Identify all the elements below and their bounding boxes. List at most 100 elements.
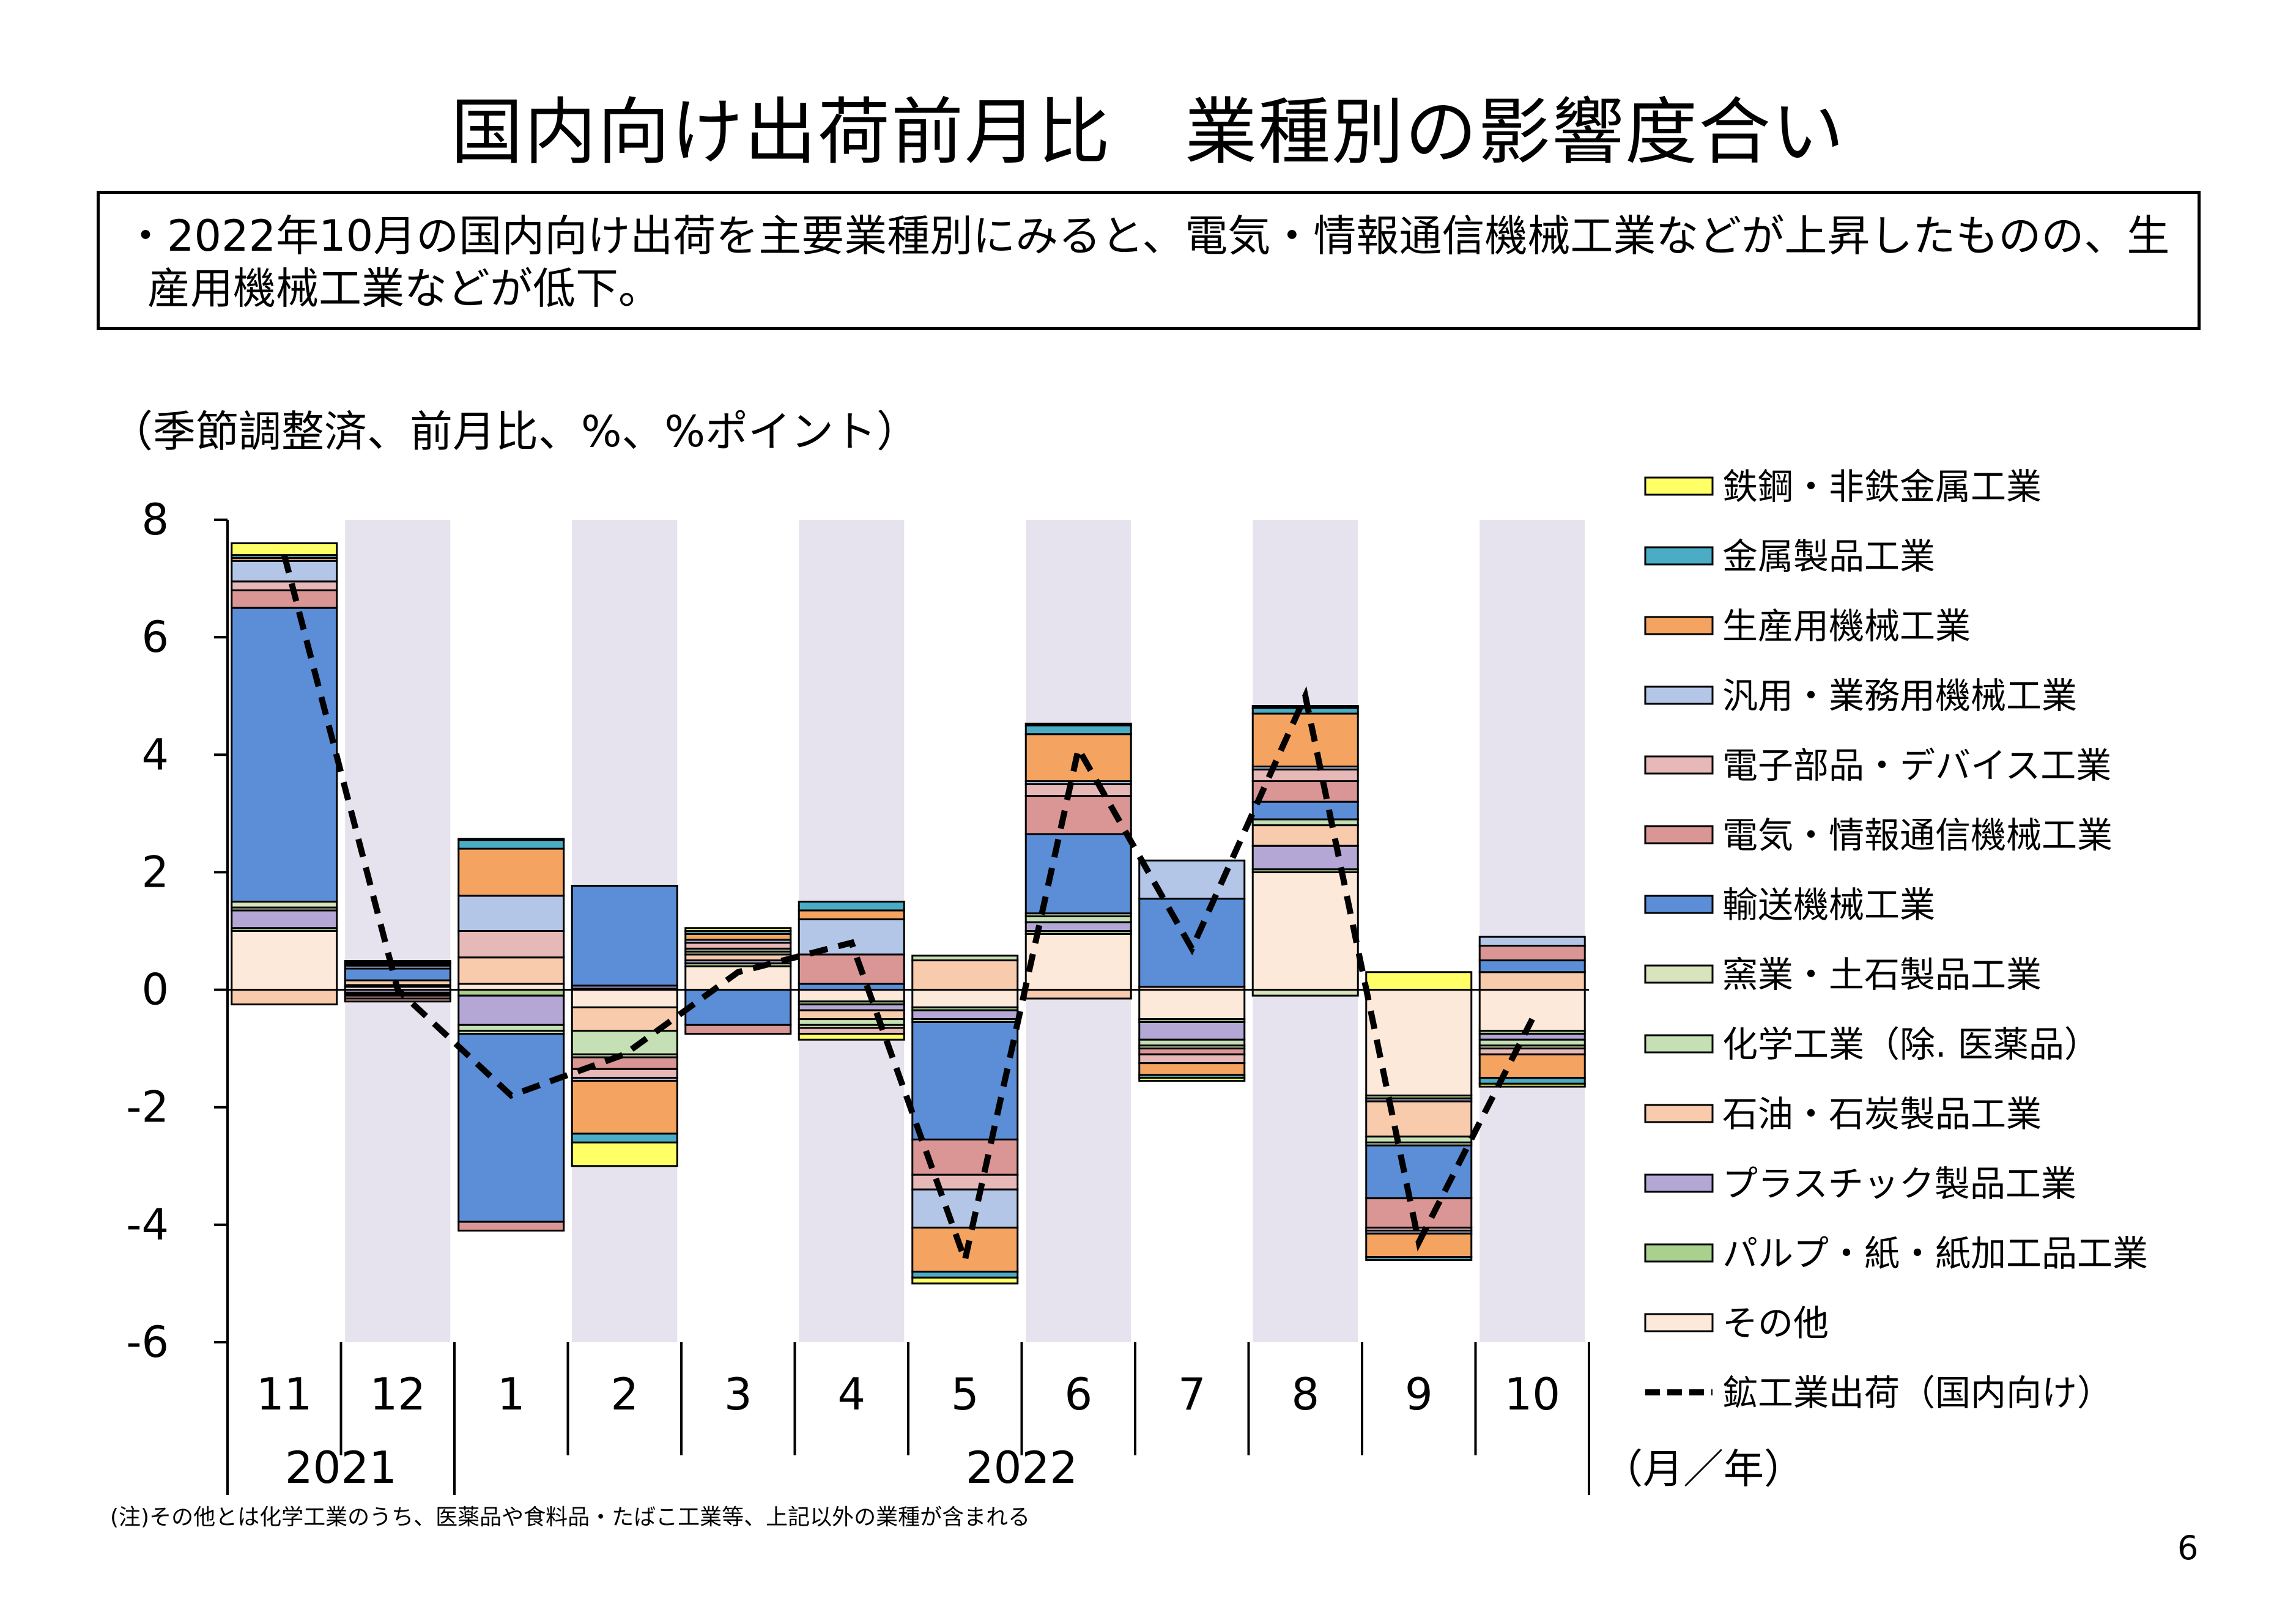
bar-segment-1-11 (457, 839, 565, 850)
year-label: 2021 (285, 1442, 397, 1493)
x-tick-label: 6 (1064, 1369, 1092, 1420)
bar-segment-10-12 (1478, 1082, 1586, 1088)
legend-swatch (1644, 476, 1714, 496)
bar-segment-7-10 (1138, 1062, 1246, 1076)
bar-segment-2-4 (571, 1030, 678, 1055)
bar-segment-6-11 (1024, 724, 1132, 736)
line-layer (281, 554, 1535, 1271)
bar-segment-6-3 (1024, 989, 1132, 1000)
bar-segment-6-8 (1024, 783, 1132, 797)
x-tick-label: 4 (837, 1369, 865, 1420)
y-tick-label: 4 (141, 730, 169, 780)
summary-text: ・2022年10月の国内向け出荷を主要業種別にみると、電気・情報通信機械工業など… (124, 211, 2170, 314)
bar-segment-9-11 (1365, 1256, 1473, 1262)
x-tick-label: 11 (256, 1369, 313, 1420)
legend-label: 石油・石炭製品工業 (1722, 1093, 2042, 1135)
bar-segment-4-7 (798, 953, 905, 985)
legend-swatch (1644, 1104, 1714, 1123)
bar-segment-1-9 (457, 895, 565, 933)
bar-segment-2-0 (571, 989, 678, 1008)
page-title: 国内向け出荷前月比 業種別の影響度合い (450, 90, 1845, 174)
total-shipment-line (281, 554, 1535, 1271)
legend-label: 生産用機械工業 (1722, 605, 1971, 647)
x-tick-label: 7 (1178, 1369, 1206, 1420)
legend-swatch (1644, 1034, 1714, 1054)
x-axis-unit-label: （月／年） (1602, 1446, 1804, 1493)
bar-segment-1-7 (457, 1221, 565, 1232)
x-tick-label: 1 (497, 1369, 525, 1420)
bar-segment-2-10 (571, 1079, 678, 1135)
bar-segment-8-6 (1251, 800, 1359, 821)
footnote: (注)その他とは化学工業のうち、医薬品や食料品・たばこ工業等、上記以外の業種が含… (110, 1505, 1031, 1530)
bar-segment-11-12 (231, 542, 338, 556)
bar-segment-12-8 (344, 997, 451, 1003)
legend: 鉄鋼・非鉄金属工業金属製品工業生産用機械工業汎用・業務用機械工業電子部品・デバイ… (1644, 466, 2148, 1414)
legend-label: パルプ・紙・紙加工品工業 (1722, 1233, 2148, 1274)
legend-swatch (1644, 1313, 1714, 1332)
bar-segment-4-11 (798, 900, 905, 912)
bar-segment-5-0 (911, 989, 1019, 1008)
bar-segment-7-2 (1138, 1021, 1246, 1041)
bar-segment-4-3 (798, 1009, 905, 1021)
bar-segment-7-9 (1138, 859, 1246, 900)
legend-label: 汎用・業務用機械工業 (1722, 675, 2077, 717)
y-tick-label: -6 (126, 1317, 169, 1367)
bar-segment-3-12 (684, 927, 792, 932)
bar-segment-12-6 (344, 967, 451, 981)
x-tick-label: 3 (724, 1369, 752, 1420)
x-tick-label: 12 (369, 1369, 426, 1420)
bar-segment-6-12 (1024, 722, 1132, 726)
bar-segment-10-9 (1478, 936, 1586, 947)
legend-label: 金属製品工業 (1722, 536, 1935, 577)
y-tick-label: -4 (126, 1200, 169, 1250)
legend-label: 鉄鋼・非鉄金属工業 (1722, 466, 2042, 508)
legend-label: 化学工業（除. 医薬品） (1722, 1024, 2100, 1065)
bar-segment-9-7 (1365, 1197, 1473, 1229)
legend-swatch (1644, 1243, 1714, 1263)
legend-label: その他 (1722, 1302, 1829, 1344)
y-tick-label: 2 (141, 847, 169, 897)
bar-segment-6-0 (1024, 933, 1132, 991)
shade-band-10 (1479, 520, 1585, 1342)
bar-segment-5-9 (911, 1188, 1019, 1229)
bar-segment-1-10 (457, 848, 565, 897)
bar-segment-5-8 (911, 1173, 1019, 1191)
shade-band-12 (345, 520, 451, 1342)
bar-segment-9-6 (1365, 1144, 1473, 1200)
bar-segment-1-2 (457, 994, 565, 1026)
bar-segment-9-3 (1365, 1100, 1473, 1138)
bar-segment-7-8 (1138, 1053, 1246, 1065)
bar-segment-10-6 (1478, 959, 1586, 973)
bar-segment-11-0 (231, 930, 338, 991)
bar-segment-11-2 (231, 909, 338, 929)
legend-swatch (1644, 825, 1714, 844)
y-tick-label: -2 (126, 1082, 169, 1132)
legend-swatch (1644, 546, 1714, 566)
bar-segment-4-0 (798, 989, 905, 1003)
bar-segment-11-7 (231, 589, 338, 609)
y-tick-label: 8 (141, 495, 169, 545)
legend-swatch (1644, 1173, 1714, 1193)
bar-segment-8-0 (1251, 871, 1359, 991)
legend-label: プラスチック製品工業 (1722, 1163, 2076, 1205)
bar-segment-2-6 (571, 885, 678, 987)
legend-swatch (1644, 755, 1714, 775)
bar-segment-1-8 (457, 930, 565, 959)
legend-swatch (1644, 616, 1714, 635)
bar-segment-8-3 (1251, 824, 1359, 847)
year-label: 2022 (966, 1442, 1078, 1493)
x-tick-label: 10 (1504, 1369, 1560, 1420)
legend-label: 輸送機械工業 (1722, 884, 1935, 926)
bar-segment-4-10 (798, 909, 905, 920)
bar-segment-4-9 (798, 918, 905, 956)
bar-segment-7-0 (1138, 989, 1246, 1021)
bar-segment-3-7 (684, 1024, 792, 1035)
bar-segment-5-12 (911, 1276, 1019, 1285)
bar-segment-8-7 (1251, 780, 1359, 803)
legend-swatch (1644, 964, 1714, 984)
bar-segment-11-8 (231, 580, 338, 591)
bar-segment-5-4 (911, 955, 1019, 962)
bar-segment-11-6 (231, 607, 338, 903)
